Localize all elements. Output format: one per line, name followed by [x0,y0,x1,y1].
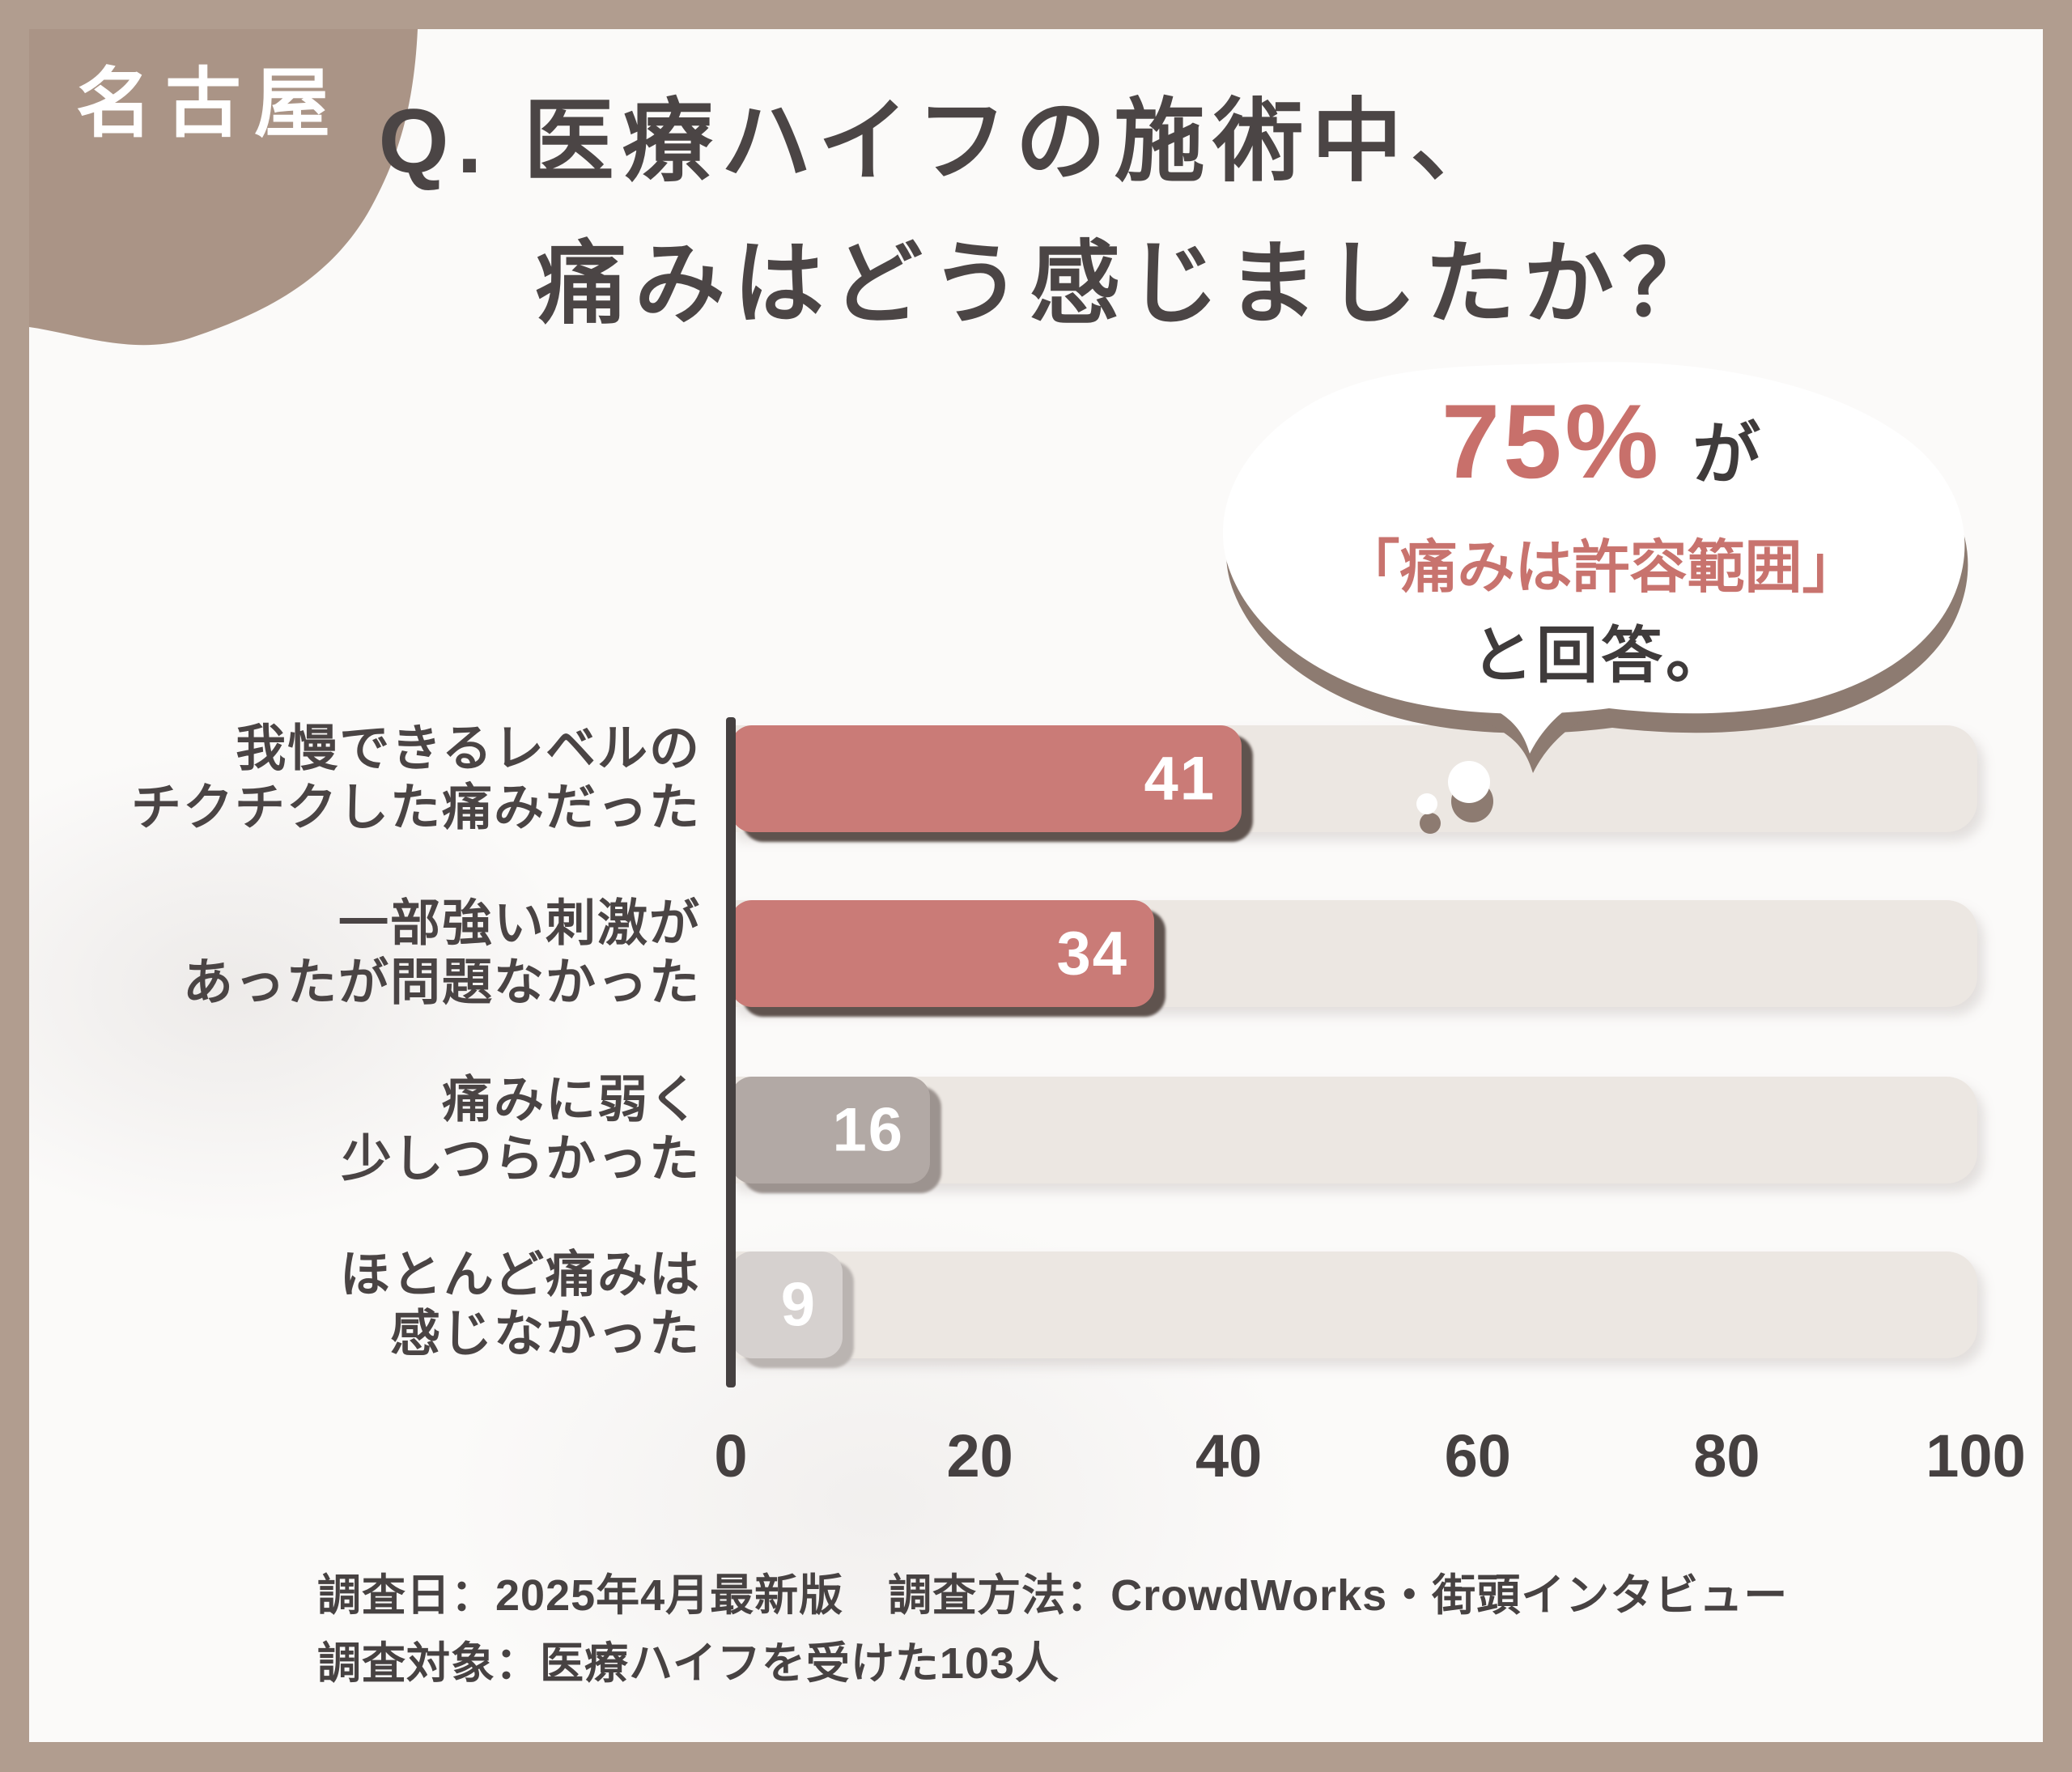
category-label-line: 少しつらかった [341,1131,701,1187]
category-label-line: 一部強い刺激が [338,895,701,952]
thought-dot-small [1416,793,1437,814]
category-label: ほとんど痛みは 感じなかった [16,1246,701,1363]
bar: 34 [731,900,1154,1007]
bar-value: 9 [780,1270,817,1340]
region-badge: 名古屋 [76,61,344,146]
thought-dot-large [1448,761,1490,803]
category-label: 我慢できるレベルの チクチクした痛みだった [16,720,701,837]
y-axis-line [726,717,736,1387]
x-axis-tick: 40 [1195,1422,1263,1489]
bubble-body [1222,362,1965,714]
category-label-line: 感じなかった [389,1306,701,1362]
survey-note-line-2: 調査対象：医療ハイフを受けた103人 [317,1638,1060,1688]
category-label-line: 痛みに弱く [441,1072,701,1128]
survey-notes: 調査日：2025年4月最新版 調査方法：CrowdWorks・街頭インタビュー … [317,1562,1788,1698]
bar-track [731,1251,1977,1358]
category-label: 痛みに弱く 少しつらかった [16,1071,701,1188]
category-label: 一部強い刺激が あったが問題なかった [16,894,701,1012]
corner-blob [29,29,418,346]
page-title-line-1: Q. 医療ハイフの施術中、 [378,91,1509,192]
canvas-background [29,29,2043,1742]
x-axis-tick: 20 [946,1422,1013,1489]
callout-line-1: 75% が [1212,380,1989,502]
x-axis-tick: 0 [714,1422,748,1489]
bar-value: 34 [1056,919,1128,988]
bubble-tail [1467,692,1594,754]
speech-bubble [1222,362,1968,834]
callout-quote: 「痛みは許容範囲」 [1342,536,1860,600]
callout-stat: 75% [1441,382,1662,500]
bar: 16 [731,1077,930,1183]
category-label-line: チクチクした痛みだった [130,780,701,835]
bar: 9 [731,1251,843,1358]
bar-track [731,1077,1977,1183]
category-label-line: あったが問題なかった [182,954,701,1010]
callout-particle: が [1692,416,1761,492]
bar-value: 41 [1144,744,1216,814]
category-label-line: ほとんど痛みは [339,1247,701,1303]
callout-suffix: と回答。 [1471,622,1730,691]
bar: 41 [731,725,1242,832]
bar-value: 16 [832,1095,904,1165]
x-axis-tick: 60 [1444,1422,1511,1489]
page-title-line-2: 痛みはどう感じましたか？ [536,233,1721,334]
x-axis-tick: 100 [1926,1422,2026,1489]
x-axis-tick: 80 [1693,1422,1760,1489]
category-label-line: 我慢できるレベルの [236,720,701,777]
survey-note-line-1: 調査日：2025年4月最新版 調査方法：CrowdWorks・街頭インタビュー [317,1571,1789,1620]
